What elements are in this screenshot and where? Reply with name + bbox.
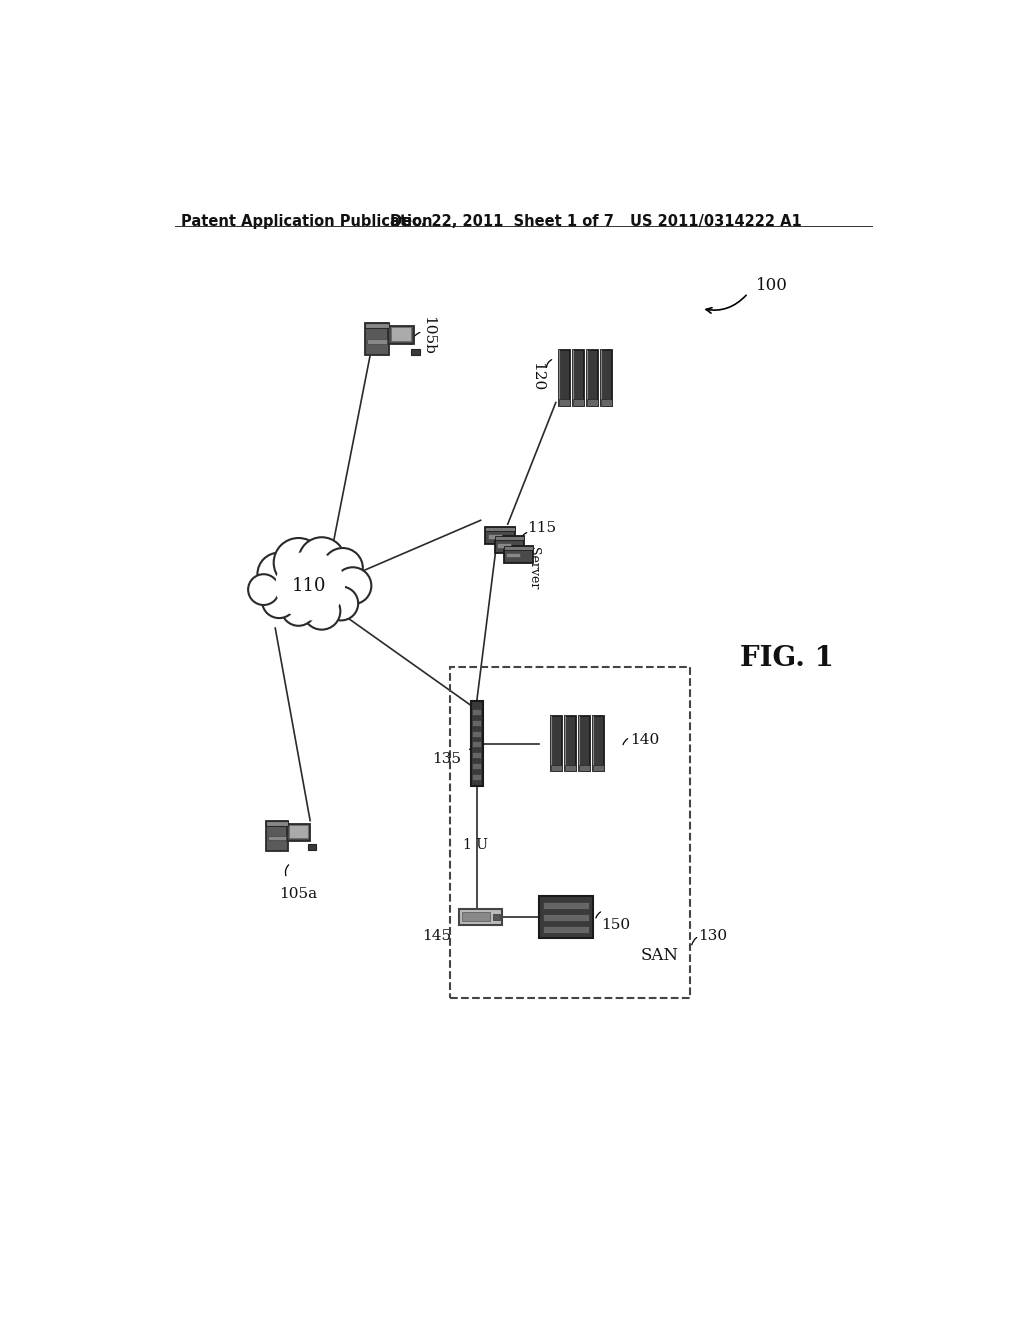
FancyBboxPatch shape	[551, 766, 562, 771]
FancyBboxPatch shape	[593, 715, 604, 771]
FancyBboxPatch shape	[587, 350, 598, 405]
FancyBboxPatch shape	[506, 553, 520, 557]
Text: 110: 110	[291, 577, 326, 595]
FancyBboxPatch shape	[601, 350, 611, 405]
FancyBboxPatch shape	[472, 730, 481, 737]
Text: Server: Server	[527, 548, 540, 590]
FancyBboxPatch shape	[493, 913, 501, 920]
Text: 115: 115	[527, 521, 556, 535]
FancyBboxPatch shape	[495, 536, 524, 553]
FancyBboxPatch shape	[572, 350, 584, 405]
FancyBboxPatch shape	[472, 709, 481, 715]
FancyBboxPatch shape	[504, 545, 534, 549]
FancyBboxPatch shape	[565, 715, 575, 771]
FancyBboxPatch shape	[460, 909, 502, 924]
Text: 130: 130	[697, 929, 727, 942]
Text: US 2011/0314222 A1: US 2011/0314222 A1	[630, 214, 802, 228]
Text: Dec. 22, 2011  Sheet 1 of 7: Dec. 22, 2011 Sheet 1 of 7	[390, 214, 613, 228]
Text: 120: 120	[530, 363, 544, 392]
FancyBboxPatch shape	[365, 323, 389, 329]
FancyBboxPatch shape	[543, 902, 589, 908]
FancyBboxPatch shape	[543, 915, 589, 921]
Circle shape	[334, 568, 372, 605]
FancyBboxPatch shape	[390, 327, 411, 341]
Text: 100: 100	[756, 277, 787, 294]
Text: 1 U: 1 U	[463, 838, 487, 853]
FancyBboxPatch shape	[487, 535, 502, 539]
FancyBboxPatch shape	[579, 766, 590, 771]
Circle shape	[303, 593, 340, 630]
FancyBboxPatch shape	[367, 339, 387, 343]
FancyBboxPatch shape	[551, 715, 562, 771]
FancyBboxPatch shape	[543, 927, 589, 933]
FancyBboxPatch shape	[266, 821, 288, 826]
FancyBboxPatch shape	[497, 544, 511, 548]
Text: FIG. 1: FIG. 1	[740, 645, 835, 672]
FancyBboxPatch shape	[472, 752, 481, 758]
Circle shape	[273, 539, 324, 587]
FancyBboxPatch shape	[472, 719, 481, 726]
FancyBboxPatch shape	[411, 348, 420, 355]
FancyBboxPatch shape	[587, 400, 598, 405]
FancyBboxPatch shape	[287, 824, 310, 841]
FancyBboxPatch shape	[601, 400, 611, 405]
FancyBboxPatch shape	[565, 766, 575, 771]
FancyBboxPatch shape	[559, 400, 569, 405]
FancyBboxPatch shape	[472, 742, 481, 747]
FancyBboxPatch shape	[485, 527, 515, 531]
FancyBboxPatch shape	[485, 527, 515, 544]
FancyBboxPatch shape	[472, 763, 481, 770]
FancyBboxPatch shape	[266, 821, 288, 850]
FancyBboxPatch shape	[495, 536, 524, 540]
FancyBboxPatch shape	[365, 323, 389, 355]
FancyBboxPatch shape	[308, 845, 315, 850]
Circle shape	[262, 585, 296, 618]
Text: Patent Application Publication: Patent Application Publication	[180, 214, 432, 228]
Text: 105b: 105b	[421, 317, 435, 355]
Text: 105a: 105a	[280, 887, 317, 900]
FancyBboxPatch shape	[471, 701, 483, 785]
Circle shape	[324, 586, 358, 620]
Text: SAN: SAN	[640, 946, 678, 964]
FancyBboxPatch shape	[593, 766, 604, 771]
Circle shape	[323, 548, 362, 589]
Text: 150: 150	[601, 917, 630, 932]
Circle shape	[299, 537, 345, 583]
Circle shape	[282, 591, 315, 626]
FancyBboxPatch shape	[388, 326, 414, 345]
FancyBboxPatch shape	[559, 350, 569, 405]
Circle shape	[248, 574, 280, 605]
FancyBboxPatch shape	[463, 912, 489, 921]
FancyBboxPatch shape	[539, 896, 593, 939]
FancyBboxPatch shape	[579, 715, 590, 771]
Text: 140: 140	[630, 733, 659, 747]
FancyBboxPatch shape	[289, 825, 308, 838]
Circle shape	[275, 552, 345, 620]
Text: 145: 145	[422, 929, 452, 942]
FancyBboxPatch shape	[572, 400, 584, 405]
Text: 135: 135	[432, 752, 461, 766]
FancyBboxPatch shape	[472, 774, 481, 780]
FancyBboxPatch shape	[504, 545, 534, 562]
FancyBboxPatch shape	[267, 836, 286, 840]
Circle shape	[257, 553, 301, 595]
